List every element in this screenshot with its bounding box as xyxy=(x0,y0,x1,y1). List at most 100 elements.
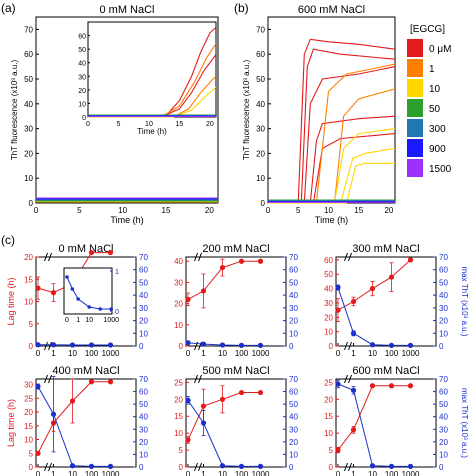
right-y-tick-label: 0 xyxy=(439,463,444,472)
lag-time-point xyxy=(219,396,226,402)
max-tht-line xyxy=(337,287,411,346)
inset-y-tick-label: 30 xyxy=(78,74,86,81)
panel-label-a: (a) xyxy=(1,1,16,15)
right-y-tick-label: 20 xyxy=(439,438,448,447)
right-y-tick-label: 50 xyxy=(439,400,448,409)
inset-max-tht-point xyxy=(76,297,80,301)
panel-300-mm-nacl: 300 mM NaCl 0 1 10 100 1000 0 10 20 30 40 50 60 0 10 20… xyxy=(324,243,469,358)
axis-break xyxy=(194,252,198,262)
axis-break xyxy=(198,462,202,472)
left-y-tick-label: 60 xyxy=(324,256,333,265)
right-y-tick-label: 40 xyxy=(139,413,148,422)
inset-y-tick-label: 60 xyxy=(78,34,86,41)
legend-swatch xyxy=(407,39,423,57)
max-tht-point xyxy=(219,342,226,348)
chart-600mm-timecourse: 0 5 10 15 20 0 10 20 30 40 50 60 70 600 mM NaCl Time (… xyxy=(242,4,396,225)
right-y-tick-label: 40 xyxy=(289,413,298,422)
x-tick-label: 0 xyxy=(186,470,191,476)
max-tht-point xyxy=(88,342,95,348)
lag-time-line xyxy=(37,381,111,454)
right-y-tick-label: 60 xyxy=(439,388,448,397)
max-tht-point xyxy=(369,463,376,469)
max-tht-point xyxy=(69,463,76,469)
plot-frame xyxy=(185,378,287,468)
x-tick-label: 10 xyxy=(68,349,77,358)
right-y-tick-label: 30 xyxy=(439,304,448,313)
x-tick-label: 10 xyxy=(218,470,227,476)
inset-max-tht-point xyxy=(98,307,103,311)
plot-frame xyxy=(35,378,137,468)
right-y-tick-label: 0 xyxy=(139,463,144,472)
legend-label: 1 xyxy=(429,64,435,75)
y-tick-label: 20 xyxy=(24,149,33,158)
max-tht-point xyxy=(107,342,114,348)
legend-swatch xyxy=(407,79,423,97)
max-tht-point xyxy=(335,381,341,387)
legend-swatch xyxy=(407,99,423,117)
right-y-tick-label: 60 xyxy=(439,266,448,275)
right-y-tick-label: 0 xyxy=(139,342,144,351)
panel-title: 500 mM NaCl xyxy=(202,365,269,377)
left-y-tick-label: 0 xyxy=(29,342,34,351)
axis-break xyxy=(44,374,48,384)
x-tick-label: 10 xyxy=(368,470,377,476)
inset-x-tick-label: 20 xyxy=(206,121,214,128)
max-tht-point xyxy=(200,420,207,426)
trace xyxy=(268,133,396,204)
right-y-tick-label: 10 xyxy=(439,329,448,338)
chart-title: 0 mM NaCl xyxy=(99,4,154,16)
left-y-tick-label: 50 xyxy=(324,270,333,279)
x-tick-label: 1000 xyxy=(402,349,420,358)
max-tht-point xyxy=(200,341,207,347)
x-tick-label: 0 xyxy=(336,470,341,476)
lag-time-point xyxy=(107,379,114,385)
inset-y-tick-label: 0 xyxy=(82,115,86,122)
inset-x-tick-label: 0 xyxy=(65,317,69,324)
right-y-tick-label: 70 xyxy=(439,253,448,262)
left-y-tick-label: 20 xyxy=(174,300,183,309)
legend-label: 900 xyxy=(429,144,446,155)
x-tick-label: 20 xyxy=(384,206,393,215)
right-y-tick-label: 70 xyxy=(139,375,148,384)
left-y-tick-label: 5 xyxy=(29,320,34,329)
panel-200-mm-nacl: 200 mM NaCl 0 1 10 100 1000 0 10 20 30 40 0 10 20 30 40… xyxy=(174,243,298,358)
egcg-legend: [EGCG] 0 μM 1 10 50 300 900 1500 xyxy=(407,24,452,177)
max-tht-point xyxy=(35,383,41,390)
y-tick-label: 30 xyxy=(24,125,33,134)
max-tht-point xyxy=(388,463,395,469)
left-y-tick-label: 10 xyxy=(24,298,33,307)
lag-time-point xyxy=(257,258,264,264)
lag-time-point xyxy=(388,274,395,280)
panel-title: 600 mM NaCl xyxy=(352,365,419,377)
lag-time-point xyxy=(350,427,357,433)
x-tick-label: 1000 xyxy=(102,470,120,476)
max-tht-line xyxy=(187,400,261,467)
right-y-tick-label: 20 xyxy=(439,317,448,326)
panel-label-b: (b) xyxy=(234,1,249,15)
y-tick-label: 70 xyxy=(256,25,265,34)
right-y-tick-label: 50 xyxy=(439,278,448,287)
y-tick-label: 20 xyxy=(256,149,265,158)
legend-swatch xyxy=(407,139,423,157)
inset-x-tick-label: 10 xyxy=(145,121,153,128)
lag-time-point xyxy=(50,290,57,296)
inset-y-tick-label: 1 xyxy=(115,269,119,276)
x-tick-label: 10 xyxy=(324,206,333,215)
right-y-tick-label: 30 xyxy=(289,304,298,313)
right-y-tick-label: 0 xyxy=(289,342,294,351)
right-y-tick-label: 0 xyxy=(439,342,444,351)
inset-frame xyxy=(87,21,217,118)
axis-break xyxy=(344,462,348,472)
right-y-tick-label: 20 xyxy=(139,317,148,326)
x-tick-label: 5 xyxy=(77,206,82,215)
inset-y-tick-label: 40 xyxy=(78,61,86,68)
axis-break xyxy=(198,252,202,262)
x-tick-label: 0 xyxy=(36,349,41,358)
right-y-tick-label: 10 xyxy=(289,450,298,459)
right-y-tick-label: 50 xyxy=(139,400,148,409)
right-y-tick-label: 50 xyxy=(289,400,298,409)
right-y-tick-label: 50 xyxy=(289,278,298,287)
max-tht-point xyxy=(257,463,264,469)
axis-break xyxy=(348,374,352,384)
